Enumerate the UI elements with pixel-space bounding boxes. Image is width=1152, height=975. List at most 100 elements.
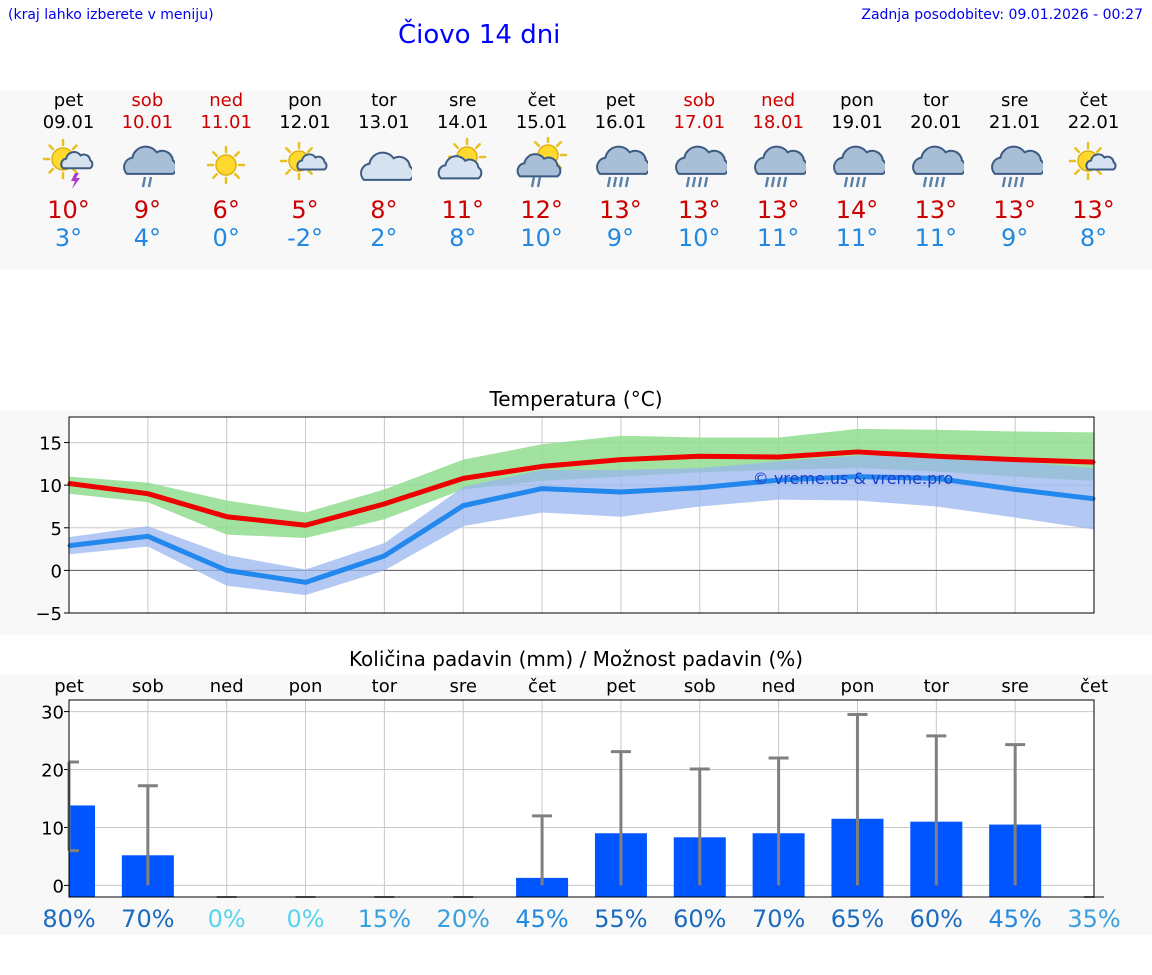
sun-icon <box>186 134 266 196</box>
cloud-heavy-rain-icon <box>975 134 1055 196</box>
y-tick-label: −5 <box>35 604 62 625</box>
min-temperature-point <box>855 475 859 479</box>
day-column: ned 18.01 13° 11° <box>738 90 818 252</box>
precipitation-probability: 0% <box>208 905 246 933</box>
region-menu-link[interactable]: (kraj lahko izberete v meniju) <box>8 7 214 23</box>
max-temperature-point <box>225 515 229 519</box>
max-temperature: 11° <box>441 196 485 224</box>
day-label: sre <box>1001 676 1028 697</box>
y-tick-label: 0 <box>53 876 64 897</box>
day-date: 13.01 <box>358 112 410 133</box>
y-tick-label: 0 <box>51 561 62 582</box>
min-temperature-point <box>461 504 465 508</box>
max-temperature: 14° <box>835 196 879 224</box>
daily-forecast-band: pet 09.01 10° 3° sob 10.01 9° 4° ned 11.01 6° 0° pon… <box>0 90 1152 270</box>
max-temperature-point <box>540 464 544 468</box>
min-temperature-point <box>698 486 702 490</box>
day-date: 22.01 <box>1067 112 1120 133</box>
min-temperature-point <box>540 487 544 491</box>
day-column: sre 14.01 11° 8° <box>423 90 503 252</box>
y-tick-label: 10 <box>41 818 64 839</box>
sun-small-cloud-icon <box>265 134 345 196</box>
day-date: 11.01 <box>200 112 252 133</box>
precipitation-probability: 80% <box>42 905 95 933</box>
watermark: © vreme.us & vreme.pro <box>753 469 954 488</box>
sun-small-cloud-icon <box>1054 134 1134 196</box>
cloud-rain-icon <box>107 134 187 196</box>
precipitation-chart: pet sob ned pon tor sre čet pet sob ned pon tor sre č… <box>41 676 1121 933</box>
day-name: ned <box>209 90 244 111</box>
day-column: pet 09.01 10° 3° <box>29 90 109 252</box>
max-temperature-point <box>698 454 702 458</box>
max-temperature: 10° <box>47 196 90 224</box>
day-label: sob <box>684 676 716 697</box>
precipitation-probability: 65% <box>831 905 884 933</box>
precipitation-chart-title: Količina padavin (mm) / Možnost padavin … <box>348 647 804 671</box>
day-label: pon <box>841 676 875 697</box>
precipitation-probability: 60% <box>673 905 726 933</box>
min-temperature: 8° <box>1079 224 1108 252</box>
min-temperature-point <box>777 478 781 482</box>
day-column: pet 16.01 13° 9° <box>580 90 660 252</box>
plot-frame <box>68 416 1095 614</box>
day-label: ned <box>210 676 244 697</box>
max-temperature-line <box>68 449 1095 528</box>
day-column: pon 19.01 14° 11° <box>817 90 897 252</box>
max-temperature-point <box>382 502 386 506</box>
min-temperature: 11° <box>914 224 958 252</box>
min-temperature: 10° <box>520 224 563 252</box>
min-temperature: -2° <box>287 224 324 252</box>
min-temperature-point <box>382 554 386 558</box>
days-row: pet 09.01 10° 3° sob 10.01 9° 4° ned 11.01 6° 0° pon… <box>0 90 1152 270</box>
min-temperature: 9° <box>606 224 635 252</box>
min-temperature-point <box>304 580 308 584</box>
day-name: sob <box>683 90 716 111</box>
min-temperature-point <box>934 476 938 480</box>
max-temperature-range-band <box>69 428 1094 539</box>
max-temperature-point <box>855 450 859 454</box>
max-temperature: 6° <box>212 196 240 224</box>
day-label: ned <box>762 676 796 697</box>
day-date: 20.01 <box>910 112 962 133</box>
day-date: 14.01 <box>436 112 489 133</box>
precipitation-probability: 45% <box>988 905 1041 933</box>
precipitation-probability: 70% <box>121 905 174 933</box>
max-temperature: 5° <box>291 196 319 224</box>
day-name: tor <box>371 90 397 111</box>
day-label: pet <box>54 676 84 697</box>
min-temperature: 11° <box>835 224 879 252</box>
plot-frame <box>68 699 1095 898</box>
max-temperature-point <box>146 492 150 496</box>
day-column: tor 20.01 13° 11° <box>896 90 976 252</box>
max-temperature-point <box>777 455 781 459</box>
precipitation-probability: 60% <box>910 905 963 933</box>
y-tick-label: 20 <box>41 761 64 782</box>
min-temperature: 4° <box>133 224 161 252</box>
day-name: pet <box>605 90 636 111</box>
day-label: sre <box>449 676 476 697</box>
min-temperature: 0° <box>212 224 240 252</box>
cloud-heavy-rain-icon <box>659 134 739 196</box>
max-temperature-point <box>461 476 465 480</box>
day-name: pet <box>53 90 84 111</box>
day-name: sob <box>131 90 164 111</box>
y-tick-label: 15 <box>39 434 62 455</box>
precipitation-probability: 55% <box>594 905 647 933</box>
max-temperature: 13° <box>993 196 1036 224</box>
last-updated: Zadnja posodobitev: 09.01.2026 - 00:27 <box>861 7 1143 23</box>
day-label: sob <box>132 676 164 697</box>
day-date: 12.01 <box>279 112 331 133</box>
day-column: čet 15.01 12° 10° <box>502 90 582 252</box>
day-name: sre <box>449 90 477 111</box>
cloud-icon <box>344 134 424 196</box>
precipitation-probability: 15% <box>358 905 411 933</box>
min-temperature: 3° <box>54 224 83 252</box>
min-temperature-point <box>1013 487 1017 491</box>
max-temperature-point <box>304 523 308 527</box>
sun-cloud-rain-icon <box>502 134 582 196</box>
day-date: 18.01 <box>752 112 804 133</box>
day-column: pon 12.01 5° -2° <box>265 90 345 252</box>
max-temperature: 8° <box>370 196 398 224</box>
min-temperature: 10° <box>678 224 721 252</box>
cloud-heavy-rain-icon <box>738 134 818 196</box>
